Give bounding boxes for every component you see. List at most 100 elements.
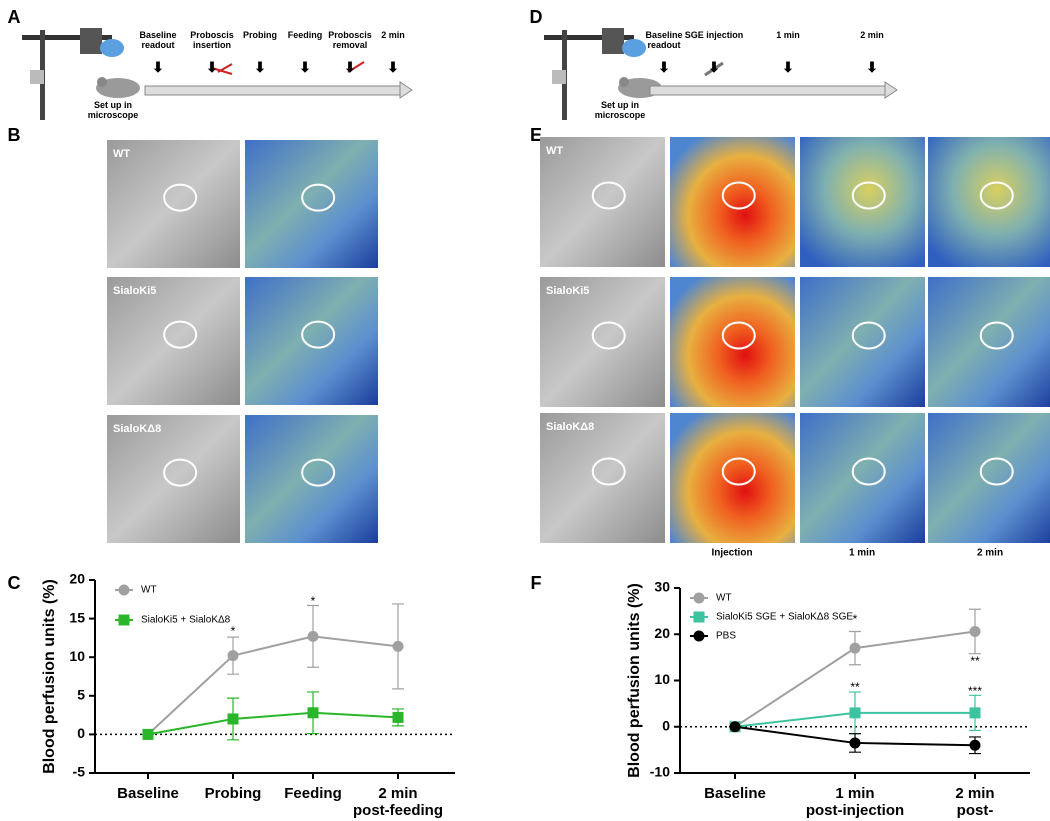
- data-point: [227, 650, 239, 662]
- roi-circle: [851, 321, 886, 350]
- image-row-label: SialoKi5: [546, 285, 589, 297]
- image-column-label: 2 min: [977, 548, 1003, 559]
- image-panel: [928, 413, 1050, 543]
- image-row-label: SialoKΔ8: [113, 423, 161, 435]
- y-tick-label: 20: [69, 571, 85, 587]
- roi-circle: [301, 458, 336, 487]
- series-line: [147, 711, 399, 736]
- timeline-step: Feeding: [287, 30, 323, 40]
- roi-circle: [591, 321, 626, 350]
- panel-letter: D: [530, 7, 543, 27]
- y-tick-label: 10: [69, 648, 85, 664]
- y-tick-label: -5: [73, 764, 86, 780]
- setup-illustration: [544, 28, 662, 120]
- step-arrow: ⬇: [708, 59, 720, 75]
- legend-label: SialoKi5 SGE + SialoKΔ8 SGE: [716, 612, 853, 623]
- data-point: [392, 640, 404, 652]
- setup-illustration: [22, 28, 140, 120]
- legend-marker: [693, 592, 705, 604]
- y-tick-label: 30: [654, 579, 670, 595]
- roi-circle: [979, 457, 1014, 486]
- roi-circle: [301, 183, 336, 212]
- roi-circle: [301, 320, 336, 349]
- significance-label: **: [970, 654, 980, 668]
- timeline-step: Baseline readout: [139, 30, 177, 51]
- step-arrow: ⬇: [254, 59, 266, 75]
- image-panel: [670, 413, 795, 543]
- image-panel: [800, 277, 925, 407]
- x-tick-label: Baseline: [117, 785, 179, 802]
- x-tick-label: 2 min post-feeding: [353, 785, 443, 820]
- step-arrow: ⬇: [344, 59, 356, 75]
- data-point: [849, 737, 861, 749]
- image-panel: [107, 140, 240, 268]
- image-panel: [107, 277, 240, 405]
- x-tick-label: Baseline: [704, 785, 766, 802]
- y-axis-label: Blood perfusion units (%): [41, 579, 58, 774]
- legend-marker: [693, 611, 705, 623]
- image-panel: [540, 137, 665, 267]
- image-panel: [800, 413, 925, 543]
- image-row-label: SialoKi5: [113, 285, 156, 297]
- panel-letter: C: [8, 573, 21, 593]
- data-point: [307, 630, 319, 642]
- image-panel: [928, 137, 1050, 267]
- image-panel: [245, 277, 378, 405]
- image-row-label: WT: [113, 148, 130, 160]
- data-point: [969, 625, 981, 637]
- panel-letter: F: [531, 573, 542, 593]
- legend-marker: [118, 584, 130, 596]
- image-panel: [540, 277, 665, 407]
- setup-label: Set up in microscope: [594, 100, 646, 121]
- x-tick-label: Probing: [204, 785, 262, 802]
- y-tick-label: 15: [69, 609, 85, 625]
- significance-label: ***: [968, 684, 982, 698]
- roi-circle: [851, 457, 886, 486]
- y-tick-label: 5: [77, 687, 85, 703]
- image-column-label: Injection: [711, 548, 752, 559]
- y-tick-label: -10: [650, 764, 670, 780]
- setup-label: Set up in microscope: [87, 100, 139, 121]
- image-panel: [540, 413, 665, 543]
- timeline-step: 1 min: [776, 30, 800, 40]
- timeline-step: Proboscis removal: [328, 30, 372, 51]
- step-arrow: ⬇: [152, 59, 164, 75]
- timeline-step: Proboscis insertion: [190, 30, 234, 51]
- roi-circle: [721, 457, 756, 486]
- legend-label: WT: [716, 593, 732, 604]
- roi-circle: [591, 457, 626, 486]
- data-point: [729, 721, 741, 733]
- roi-circle: [163, 320, 198, 349]
- timeline-step: 2 min: [860, 30, 884, 40]
- step-arrow: ⬇: [387, 59, 399, 75]
- panel-letter: A: [8, 7, 21, 27]
- image-panel: [245, 415, 378, 543]
- step-arrow: ⬇: [206, 59, 218, 75]
- timeline-step: SGE injection: [684, 30, 744, 40]
- data-point: [227, 713, 239, 725]
- roi-circle: [163, 183, 198, 212]
- y-tick-label: 20: [654, 625, 670, 641]
- series-line: [147, 635, 399, 736]
- y-tick-label: 10: [654, 671, 670, 687]
- roi-circle: [721, 181, 756, 210]
- legend-label: WT: [141, 585, 157, 596]
- y-tick-label: 0: [77, 725, 85, 741]
- step-arrow: ⬇: [658, 59, 670, 75]
- roi-circle: [851, 181, 886, 210]
- y-tick-label: 0: [662, 717, 670, 733]
- roi-circle: [591, 181, 626, 210]
- image-row-label: WT: [546, 145, 563, 157]
- image-panel: [670, 137, 795, 267]
- legend-marker: [118, 614, 130, 626]
- data-point: [849, 642, 861, 654]
- step-arrow: ⬇: [782, 59, 794, 75]
- data-point: [142, 728, 154, 740]
- data-point: [307, 707, 319, 719]
- roi-circle: [979, 321, 1014, 350]
- roi-circle: [979, 181, 1014, 210]
- timeline-step: Baseline readout: [645, 30, 683, 51]
- x-tick-label: 2 min post-injection: [944, 785, 1006, 821]
